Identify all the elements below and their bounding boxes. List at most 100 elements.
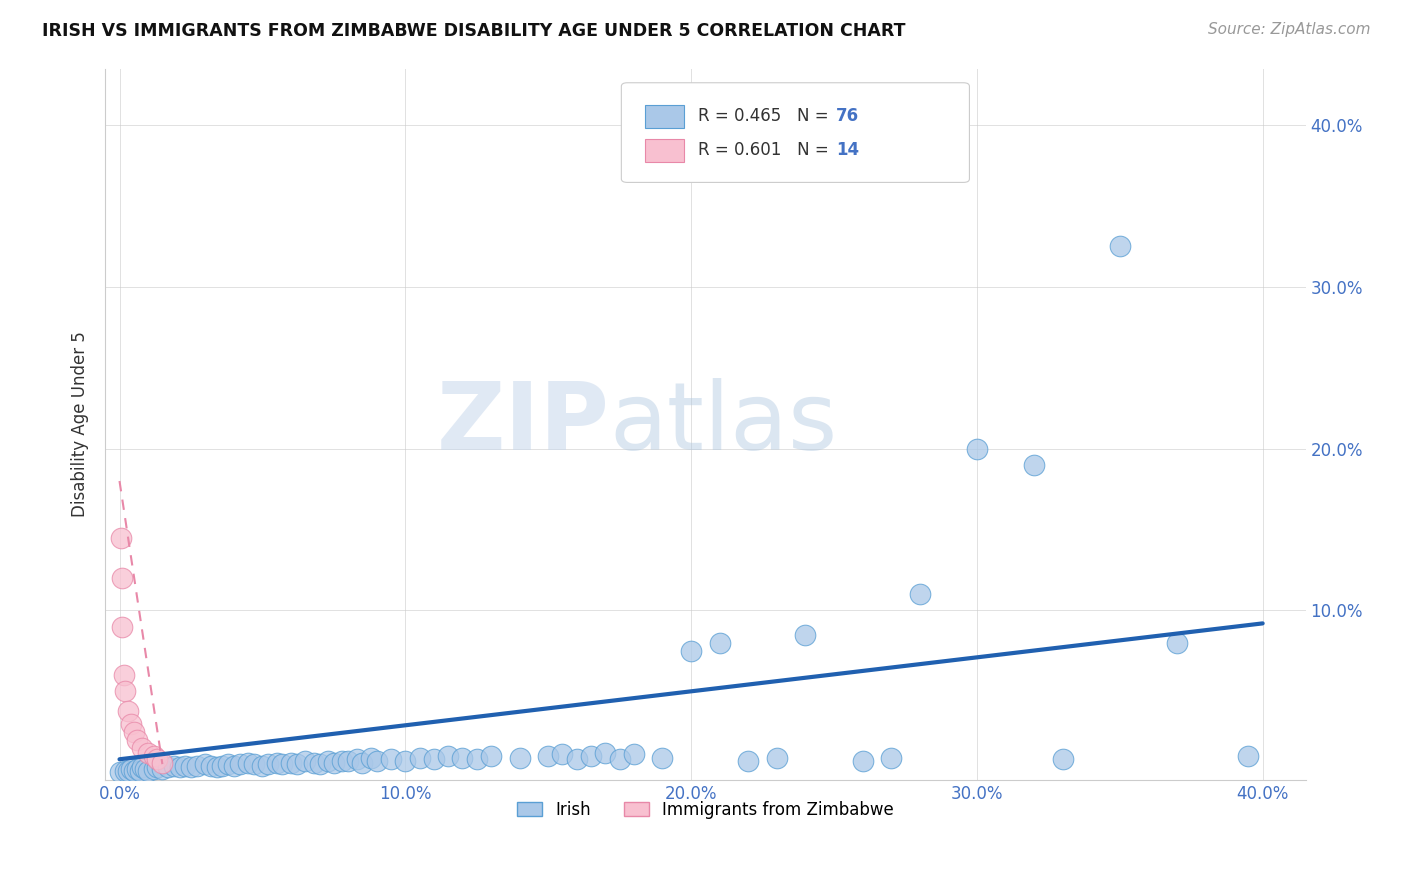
Point xyxy=(366,754,388,768)
Point xyxy=(134,762,156,776)
Point xyxy=(280,756,302,770)
Point xyxy=(346,752,368,766)
Legend: Irish, Immigrants from Zimbabwe: Irish, Immigrants from Zimbabwe xyxy=(510,794,901,825)
Point xyxy=(479,749,502,764)
Text: R = 0.465   N =: R = 0.465 N = xyxy=(699,107,834,125)
Point xyxy=(465,752,488,766)
Point xyxy=(128,764,150,778)
Point xyxy=(228,757,250,772)
Text: R = 0.601   N =: R = 0.601 N = xyxy=(699,141,834,160)
Point xyxy=(308,757,330,772)
Point xyxy=(794,628,817,642)
Point xyxy=(211,758,233,772)
Y-axis label: Disability Age Under 5: Disability Age Under 5 xyxy=(72,332,89,517)
Point xyxy=(322,756,344,770)
Text: Source: ZipAtlas.com: Source: ZipAtlas.com xyxy=(1208,22,1371,37)
Point xyxy=(145,760,167,774)
Point xyxy=(136,746,159,760)
Point xyxy=(169,760,191,774)
Text: atlas: atlas xyxy=(609,378,838,470)
Point xyxy=(186,758,208,772)
Point xyxy=(408,750,430,764)
Point xyxy=(294,754,316,768)
Point xyxy=(114,764,136,778)
Point xyxy=(120,762,142,776)
Point xyxy=(150,756,173,770)
Point xyxy=(565,752,588,766)
Point xyxy=(1166,636,1188,650)
Point xyxy=(174,758,197,772)
Point xyxy=(180,760,202,774)
Point xyxy=(360,750,382,764)
Point xyxy=(236,756,259,770)
Point xyxy=(131,760,153,774)
Point xyxy=(150,762,173,776)
Point xyxy=(880,750,903,764)
Point xyxy=(337,754,360,768)
Point xyxy=(595,746,617,760)
Point xyxy=(122,764,145,778)
Point xyxy=(271,757,294,772)
Point xyxy=(285,757,308,772)
Point xyxy=(423,752,446,766)
Point xyxy=(316,754,339,768)
Point xyxy=(509,750,531,764)
Point xyxy=(551,747,574,762)
Point xyxy=(451,750,474,764)
Point xyxy=(125,762,148,776)
Point xyxy=(908,587,931,601)
Point xyxy=(1237,749,1260,764)
FancyBboxPatch shape xyxy=(645,105,683,128)
Point xyxy=(205,760,228,774)
Text: 76: 76 xyxy=(837,107,859,125)
Point xyxy=(681,644,703,658)
Point xyxy=(380,752,402,766)
Point xyxy=(1052,752,1074,766)
Point xyxy=(142,749,165,764)
Point xyxy=(537,749,560,764)
Point xyxy=(1108,239,1130,253)
Point xyxy=(117,764,139,778)
Point xyxy=(579,749,602,764)
Point xyxy=(112,668,135,682)
Point xyxy=(252,758,274,772)
FancyBboxPatch shape xyxy=(621,83,969,182)
Point xyxy=(110,531,132,545)
Point xyxy=(651,750,673,764)
Point xyxy=(266,756,288,770)
Point xyxy=(332,754,354,768)
Point xyxy=(437,749,460,764)
Point xyxy=(709,636,731,650)
Point xyxy=(966,442,988,456)
Point xyxy=(1022,458,1045,472)
Point xyxy=(222,758,245,772)
Text: ZIP: ZIP xyxy=(436,378,609,470)
Point xyxy=(737,754,759,768)
FancyBboxPatch shape xyxy=(645,139,683,161)
Point xyxy=(131,741,153,756)
Point xyxy=(194,757,217,772)
Point xyxy=(352,756,374,770)
Point xyxy=(257,757,280,772)
Point xyxy=(217,757,239,772)
Text: IRISH VS IMMIGRANTS FROM ZIMBABWE DISABILITY AGE UNDER 5 CORRELATION CHART: IRISH VS IMMIGRANTS FROM ZIMBABWE DISABI… xyxy=(42,22,905,40)
Point xyxy=(394,754,416,768)
Point xyxy=(142,762,165,776)
Point xyxy=(243,757,266,772)
Point xyxy=(120,716,142,731)
Point xyxy=(122,724,145,739)
Point xyxy=(200,758,222,772)
Point xyxy=(117,704,139,718)
Point xyxy=(136,764,159,778)
Point xyxy=(145,752,167,766)
Point xyxy=(765,750,787,764)
Point xyxy=(108,765,131,780)
Point xyxy=(157,760,180,774)
Point xyxy=(302,756,325,770)
Point xyxy=(125,732,148,747)
Point xyxy=(114,684,136,698)
Point xyxy=(111,619,134,633)
Point xyxy=(623,747,645,762)
Point xyxy=(609,752,631,766)
Point xyxy=(163,758,186,772)
